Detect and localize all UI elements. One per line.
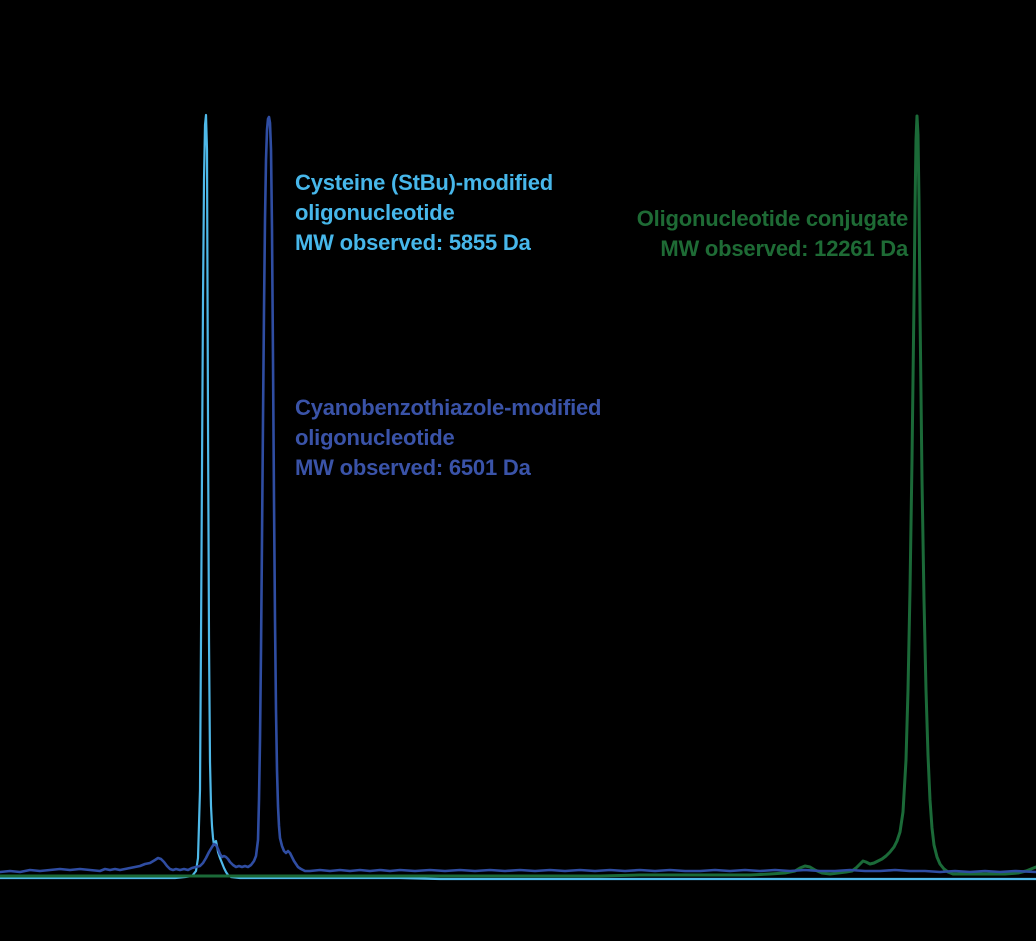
annotation-line: Cyanobenzothiazole-modified — [295, 395, 602, 420]
trace-cbt-oligo — [0, 115, 1036, 874]
annotation-line: oligonucleotide — [295, 200, 455, 225]
annotation-line: Oligonucleotide conjugate — [636, 206, 908, 231]
annotation-cysteine-oligo: Cysteine (StBu)-modified oligonucleotide… — [295, 168, 553, 258]
trace-oligo-conjugate — [0, 114, 1036, 878]
annotation-line: oligonucleotide — [295, 425, 455, 450]
annotation-line: MW observed: 12261 Da — [660, 236, 908, 261]
annotation-line: Cysteine (StBu)-modified — [295, 170, 553, 195]
annotation-cbt-oligo: Cyanobenzothiazole-modified oligonucleot… — [295, 393, 601, 483]
annotation-oligo-conjugate: Oligonucleotide conjugate MW observed: 1… — [637, 204, 908, 264]
annotation-line: MW observed: 5855 Da — [295, 230, 531, 255]
annotation-line: MW observed: 6501 Da — [295, 455, 531, 480]
